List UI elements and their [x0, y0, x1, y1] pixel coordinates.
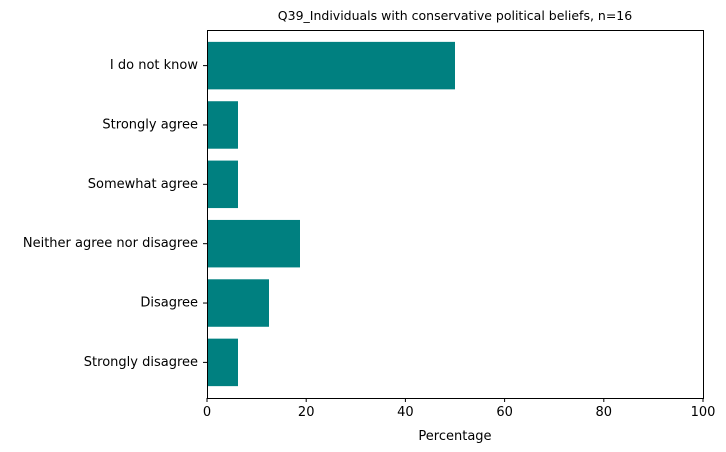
y-tick-label: Somewhat agree — [88, 177, 198, 192]
x-tick-label: 20 — [298, 405, 315, 420]
x-axis: 0 20 40 60 80 100 — [203, 398, 716, 420]
chart-title: Q39_Individuals with conservative politi… — [278, 8, 632, 23]
y-tick-label: Strongly agree — [102, 117, 198, 132]
y-tick-label: Strongly disagree — [84, 355, 198, 370]
y-axis: Strongly disagree Disagree Neither agree n… — [23, 58, 207, 370]
x-tick-label: 80 — [596, 405, 613, 420]
bar — [207, 338, 238, 387]
y-tick-label: Neither agree nor disagree — [23, 236, 198, 251]
bar — [207, 160, 238, 209]
bar — [207, 279, 269, 327]
bars-layer — [207, 41, 455, 387]
x-tick-label: 60 — [496, 405, 513, 420]
x-tick-label: 0 — [203, 405, 211, 420]
y-tick-label: I do not know — [110, 58, 198, 73]
bar — [207, 219, 300, 268]
x-tick-label: 40 — [397, 405, 414, 420]
bar — [207, 41, 455, 90]
x-tick-label: 100 — [691, 405, 716, 420]
y-tick-label: Disagree — [140, 296, 198, 311]
plot-frame — [207, 30, 704, 399]
x-axis-title: Percentage — [418, 429, 491, 444]
bar — [207, 101, 238, 149]
